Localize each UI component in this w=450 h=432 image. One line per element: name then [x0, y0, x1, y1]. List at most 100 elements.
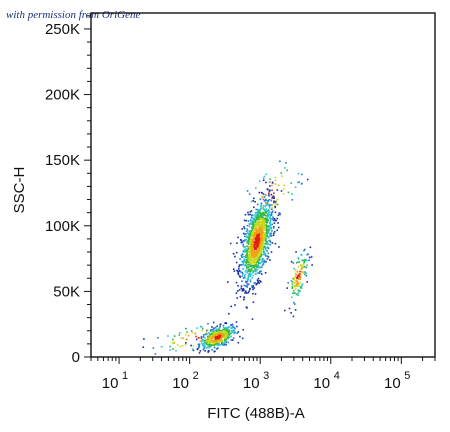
data-point: [244, 239, 246, 241]
data-point: [297, 289, 299, 292]
data-point: [301, 266, 303, 269]
data-point: [208, 337, 211, 340]
data-point: [192, 349, 195, 352]
data-point: [265, 202, 268, 204]
data-point: [229, 242, 232, 245]
data-point: [245, 238, 247, 241]
data-point: [303, 273, 306, 276]
data-point: [217, 344, 220, 347]
data-point: [264, 227, 266, 230]
data-point: [273, 201, 275, 204]
data-point: [270, 198, 273, 200]
data-point: [260, 222, 263, 224]
data-point: [237, 272, 240, 275]
data-point: [264, 205, 267, 208]
data-point: [251, 214, 254, 216]
data-point: [216, 344, 219, 346]
data-point: [225, 330, 228, 333]
data-point: [256, 228, 258, 230]
data-point: [272, 216, 274, 218]
x-tick-label: 10 4: [313, 370, 339, 392]
data-point: [204, 333, 206, 336]
data-point: [258, 228, 261, 230]
data-point: [258, 218, 260, 220]
data-point: [178, 334, 181, 336]
data-points: [142, 160, 313, 355]
data-point: [207, 351, 209, 353]
data-point: [205, 331, 208, 334]
data-point: [207, 343, 210, 346]
data-point: [200, 336, 202, 339]
data-point: [152, 347, 155, 349]
data-point: [270, 199, 273, 202]
data-point: [247, 291, 250, 294]
data-point: [261, 248, 263, 250]
x-tick-label-base: 10: [313, 375, 330, 392]
data-point: [265, 221, 267, 223]
data-point: [202, 348, 205, 351]
data-point: [190, 344, 192, 347]
data-point: [191, 331, 194, 334]
data-point: [239, 276, 241, 278]
data-point: [262, 193, 265, 195]
data-point: [254, 252, 256, 255]
data-point: [267, 228, 269, 231]
data-point: [256, 233, 259, 236]
data-point: [247, 220, 250, 222]
data-point: [246, 190, 249, 192]
data-point: [238, 265, 240, 268]
data-point: [244, 270, 247, 273]
data-point: [263, 253, 266, 256]
y-tick-label: 250K: [45, 21, 80, 38]
data-point: [293, 267, 295, 270]
data-point: [273, 200, 275, 202]
data-point: [250, 269, 252, 271]
data-point: [202, 334, 205, 336]
data-point: [263, 252, 265, 254]
data-point: [272, 219, 275, 222]
data-point: [262, 198, 265, 201]
data-point: [208, 332, 211, 335]
data-point: [223, 332, 225, 335]
data-point: [201, 327, 204, 330]
data-point: [268, 226, 271, 228]
data-point: [203, 340, 205, 342]
data-point: [250, 231, 252, 233]
data-point: [245, 292, 248, 294]
data-point: [260, 226, 263, 229]
data-point: [267, 203, 270, 206]
data-point: [290, 260, 293, 263]
data-point: [212, 321, 215, 324]
data-point: [208, 344, 211, 346]
data-point: [293, 292, 296, 294]
data-point: [199, 340, 202, 342]
data-point: [219, 324, 221, 326]
data-point: [256, 260, 259, 262]
data-point: [274, 205, 276, 208]
data-point: [246, 267, 248, 269]
data-point: [169, 345, 171, 348]
data-point: [230, 332, 232, 334]
data-point: [244, 213, 247, 216]
data-point: [292, 292, 294, 294]
data-point: [203, 345, 206, 347]
data-point: [252, 217, 254, 219]
data-point: [277, 226, 280, 229]
data-point: [256, 279, 259, 281]
data-point: [251, 228, 254, 230]
data-point: [305, 274, 308, 277]
data-point: [283, 184, 285, 187]
data-point: [276, 203, 279, 206]
data-point: [257, 261, 260, 263]
data-point: [291, 280, 293, 283]
data-point: [299, 287, 302, 289]
data-point: [252, 264, 254, 267]
data-point: [269, 233, 271, 236]
data-point: [261, 228, 264, 231]
data-point: [259, 232, 261, 234]
data-point: [201, 339, 204, 341]
data-point: [294, 186, 297, 188]
data-point: [266, 255, 269, 257]
data-point: [250, 237, 252, 240]
data-point: [298, 273, 301, 275]
